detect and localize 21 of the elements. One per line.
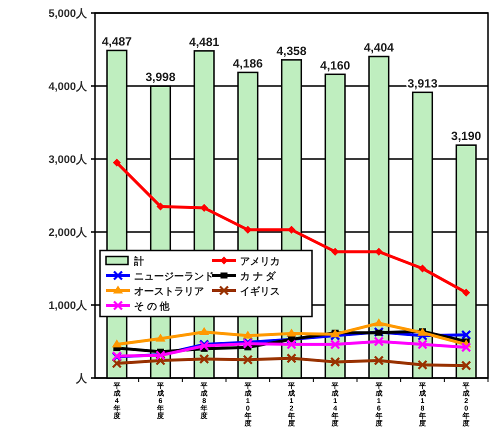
legend-label: オーストラリア — [134, 286, 204, 298]
y-tick-label: 1,000人 — [48, 300, 88, 312]
data-label: 4,481 — [189, 34, 220, 49]
y-tick-label: 人 — [75, 373, 88, 385]
y-tick-label: 4,000人 — [48, 81, 88, 93]
legend-label: イギリス — [240, 286, 280, 298]
legend-label: アメリカ — [240, 256, 280, 268]
data-label: 4,487 — [102, 34, 132, 48]
legend-label: ニュージーランド — [134, 272, 214, 282]
legend-label: そ の 他 — [134, 300, 171, 312]
data-label: 4,404 — [364, 40, 394, 55]
data-label: 4,186 — [232, 56, 264, 70]
y-tick-label: 5,000人 — [48, 8, 88, 20]
y-tick-label: 2,000人 — [48, 227, 88, 239]
y-tick-label: 3,000人 — [48, 154, 88, 166]
data-label: 4,358 — [276, 44, 307, 58]
legend-label: カ ナ ダ — [240, 270, 277, 282]
data-label: 3,998 — [145, 70, 176, 84]
legend-label: 計 — [133, 256, 144, 268]
data-label: 3,190 — [451, 129, 482, 144]
data-label: 4,160 — [320, 58, 351, 72]
